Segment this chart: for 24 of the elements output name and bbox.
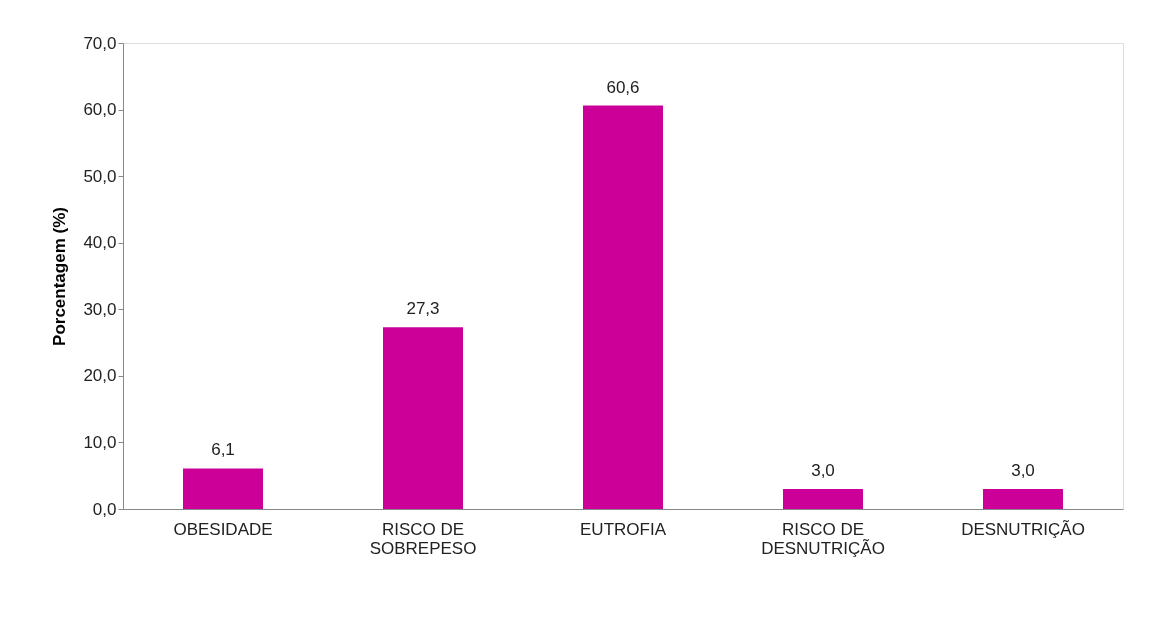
- data-label: 3,0: [811, 461, 835, 481]
- bar: [183, 468, 263, 509]
- y-tick-label: 70,0: [83, 33, 117, 53]
- bar: [783, 489, 863, 509]
- data-label: 6,1: [211, 440, 235, 460]
- x-tick-label: RISCO DE SOBREPESO: [369, 519, 477, 558]
- x-tick-label: DESNUTRIÇÃO: [961, 519, 1085, 539]
- data-label: 3,0: [1011, 461, 1035, 481]
- x-tick-label: EUTROFIA: [580, 519, 667, 539]
- y-tick-label: 60,0: [83, 100, 117, 120]
- bar: [383, 327, 463, 509]
- y-tick-label: 20,0: [83, 366, 117, 386]
- y-tick-label: 50,0: [83, 166, 117, 186]
- bar: [983, 489, 1063, 509]
- y-tick-label: 0,0: [92, 499, 117, 519]
- y-tick-label: 40,0: [83, 233, 117, 253]
- x-tick-label: OBESIDADE: [173, 519, 273, 539]
- y-tick-label: 30,0: [83, 299, 117, 319]
- data-label: 27,3: [406, 299, 440, 319]
- x-tick-label: RISCO DE DESNUTRIÇÃO: [761, 519, 885, 558]
- bar: [583, 105, 663, 509]
- y-tick-label: 10,0: [83, 432, 117, 452]
- y-axis-title: Porcentagem (%): [50, 207, 70, 346]
- data-label: 60,6: [606, 77, 640, 97]
